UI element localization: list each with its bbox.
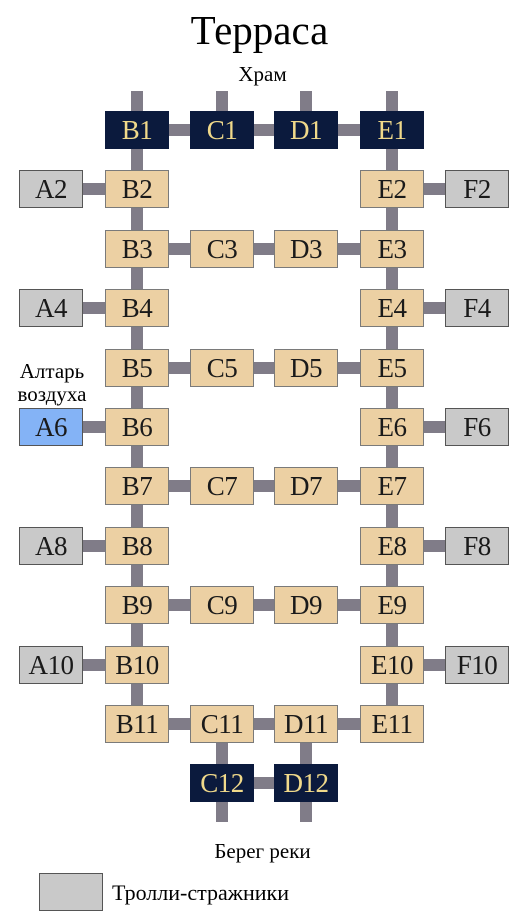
altar-label-line1: Алтарь — [19, 359, 85, 383]
stub-D1 — [300, 91, 312, 111]
room-d7: D7 — [274, 467, 338, 505]
riverbank-label: Берег реки — [214, 839, 311, 863]
room-e11: E11 — [360, 705, 424, 743]
room-e9: E9 — [360, 586, 424, 624]
room-c11: C11 — [190, 705, 254, 743]
room-d5: D5 — [274, 349, 338, 387]
stub-B1 — [131, 91, 143, 111]
room-e5: E5 — [360, 349, 424, 387]
room-b6: B6 — [105, 408, 169, 446]
room-f4: F4 — [445, 289, 509, 327]
room-e3: E3 — [360, 230, 424, 268]
room-d3: D3 — [274, 230, 338, 268]
room-c9: C9 — [190, 586, 254, 624]
room-b2: B2 — [105, 170, 169, 208]
room-b7: B7 — [105, 467, 169, 505]
room-a10: A10 — [19, 646, 83, 684]
room-c5: C5 — [190, 349, 254, 387]
room-d12: D12 — [274, 764, 338, 802]
room-b10: B10 — [105, 646, 169, 684]
room-b8: B8 — [105, 527, 169, 565]
room-b4: B4 — [105, 289, 169, 327]
room-a6: A6 — [19, 408, 83, 446]
room-e6: E6 — [360, 408, 424, 446]
room-c1: C1 — [190, 111, 254, 149]
room-e4: E4 — [360, 289, 424, 327]
temple-label: Храм — [238, 62, 287, 86]
stub-E1 — [386, 91, 398, 111]
legend-swatch — [39, 873, 103, 911]
room-f8: F8 — [445, 527, 509, 565]
room-c3: C3 — [190, 230, 254, 268]
altar-label-line2: воздуха — [17, 382, 87, 406]
room-c7: C7 — [190, 467, 254, 505]
room-b3: B3 — [105, 230, 169, 268]
room-e10: E10 — [360, 646, 424, 684]
room-b11: B11 — [105, 705, 169, 743]
room-b9: B9 — [105, 586, 169, 624]
room-c12: C12 — [190, 764, 254, 802]
room-a4: A4 — [19, 289, 83, 327]
room-f10: F10 — [445, 646, 509, 684]
room-f2: F2 — [445, 170, 509, 208]
stub-D12 — [300, 802, 312, 822]
stub-C12 — [216, 802, 228, 822]
room-e1: E1 — [360, 111, 424, 149]
room-f6: F6 — [445, 408, 509, 446]
room-e7: E7 — [360, 467, 424, 505]
stub-C1 — [216, 91, 228, 111]
room-a2: A2 — [19, 170, 83, 208]
room-e8: E8 — [360, 527, 424, 565]
room-a8: A8 — [19, 527, 83, 565]
room-d1: D1 — [274, 111, 338, 149]
room-b1: B1 — [105, 111, 169, 149]
room-d11: D11 — [274, 705, 338, 743]
map-title: Терраса — [190, 7, 329, 53]
legend-label: Тролли-стражники — [112, 880, 289, 905]
room-e2: E2 — [360, 170, 424, 208]
room-b5: B5 — [105, 349, 169, 387]
room-d9: D9 — [274, 586, 338, 624]
